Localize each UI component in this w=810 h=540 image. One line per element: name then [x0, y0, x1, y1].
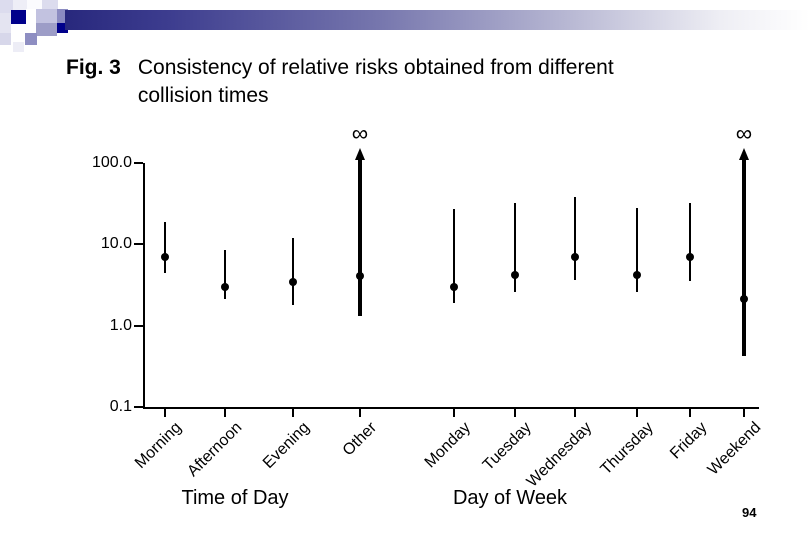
point-marker: [289, 278, 297, 287]
point-marker: [356, 271, 364, 280]
mosaic-square: [36, 9, 57, 23]
error-bar: [453, 209, 455, 303]
decorative-mosaic: [0, 0, 70, 55]
mosaic-square: [36, 23, 57, 36]
plot-area: 100.0 10.0 1.0 0.1 Morning Afternoon Evening Ot…: [92, 121, 764, 509]
infinity-symbol: ∞: [735, 120, 753, 146]
error-bar: [164, 221, 166, 273]
mosaic-square: [13, 42, 24, 52]
y-axis-tick-label: 10.0: [100, 235, 132, 253]
title-line2: collision times: [137, 84, 269, 107]
error-bar-infinite: [742, 160, 746, 357]
error-bar: [514, 203, 516, 292]
error-bar: [689, 203, 691, 282]
point-marker: [450, 282, 458, 291]
y-axis-tick-label: 0.1: [109, 398, 132, 415]
x-axis-category-label: Afternoon: [183, 419, 246, 481]
x-axis-category-label: Weekend: [704, 419, 765, 479]
y-axis-tick: [134, 162, 143, 164]
x-axis-tick: [164, 409, 166, 417]
mosaic-square: [11, 10, 26, 24]
x-axis-tick: [574, 409, 576, 417]
point-marker: [221, 282, 229, 291]
x-axis-category-label: Morning: [132, 419, 186, 472]
x-axis-tick: [743, 409, 745, 417]
x-axis-tick: [224, 409, 226, 417]
point-marker: [511, 270, 519, 279]
x-axis-category-label: Monday: [421, 419, 475, 472]
y-axis-tick-label: 100.0: [91, 154, 132, 171]
x-axis-tick: [636, 409, 638, 417]
mosaic-square: [42, 0, 58, 9]
point-marker: [161, 252, 169, 261]
title-line1: Consistency of relative risks obtained f…: [137, 56, 614, 79]
mosaic-square: [0, 33, 11, 45]
infinity-arrowhead-icon: [739, 148, 749, 160]
x-axis-tick: [453, 409, 455, 417]
error-bar: [636, 207, 638, 292]
infinity-arrowhead-icon: [355, 148, 365, 160]
mosaic-square: [57, 9, 68, 23]
chart-title: Fig. 3 Consistency of relative risks obt…: [66, 54, 614, 110]
x-axis-category-label: Friday: [666, 419, 711, 463]
point-marker: [686, 252, 694, 261]
point-marker: [571, 252, 579, 261]
page-number: 94: [742, 505, 757, 520]
y-axis-tick-label: 1.0: [109, 316, 132, 334]
infinity-symbol: ∞: [351, 120, 369, 146]
error-bar: [574, 197, 576, 281]
x-axis-tick: [359, 409, 361, 417]
title-text: Consistency of relative risks obtained f…: [138, 54, 614, 110]
header-gradient-bar: [65, 10, 810, 30]
error-bar-infinite: [358, 160, 362, 317]
mosaic-square: [25, 33, 37, 45]
mosaic-square: [57, 23, 68, 33]
x-axis-tick: [292, 409, 294, 417]
x-axis-category-label: Thursday: [597, 419, 658, 479]
point-marker: [740, 295, 748, 304]
point-marker: [633, 270, 641, 279]
mosaic-square: [27, 0, 42, 10]
x-axis-tick: [514, 409, 516, 417]
axis-group-label: Day of Week: [452, 487, 568, 509]
mosaic-square: [0, 13, 11, 33]
figure-label: Fig. 3: [66, 56, 121, 79]
mosaic-square: [26, 9, 36, 22]
x-axis-category-label: Tuesday: [480, 419, 536, 474]
x-axis-category-label: Other: [339, 419, 381, 460]
y-axis-tick: [134, 243, 143, 246]
y-axis-tick: [134, 406, 143, 408]
y-axis-tick: [134, 324, 143, 327]
x-axis-tick: [689, 409, 691, 417]
mosaic-square: [0, 0, 13, 13]
mosaic-square: [13, 0, 27, 13]
x-axis-category-label: Evening: [260, 419, 314, 472]
error-bar: [292, 237, 294, 305]
axis-group-label: Time of Day: [181, 487, 289, 509]
error-bar: [224, 250, 226, 300]
